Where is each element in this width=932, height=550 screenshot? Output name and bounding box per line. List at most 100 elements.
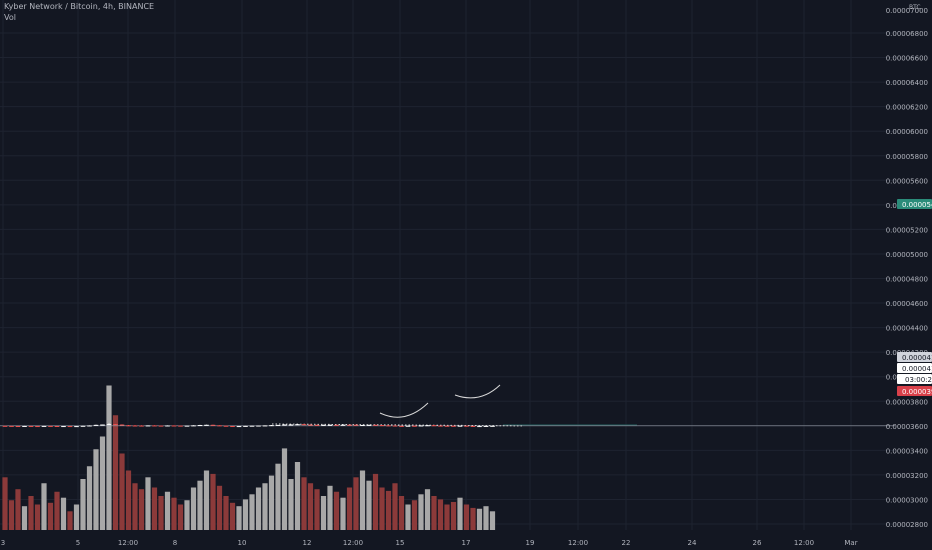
volume-bar — [138, 489, 145, 530]
price-tick-label: 0.00005800 — [886, 153, 928, 161]
price-tick-label: 0.00003400 — [886, 447, 928, 455]
price-tick-label: 0.00003000 — [886, 496, 928, 504]
volume-bar — [203, 470, 210, 530]
volume-bar — [333, 491, 340, 530]
candle-body — [74, 426, 79, 428]
price-tick-label: 0.00005000 — [886, 251, 928, 259]
price-tick-label: 0.00004800 — [886, 276, 928, 284]
volume-bar — [366, 480, 372, 530]
candle-body — [236, 426, 242, 428]
price-axis[interactable]: 0.00006800 0.00006600 0.00006400 0.00006200… — [886, 7, 928, 529]
volume-bar — [294, 462, 301, 530]
candle-body — [132, 425, 138, 427]
countdown-badge — [897, 374, 932, 384]
candle-body — [347, 424, 352, 426]
volume-bar — [262, 483, 268, 530]
volume-bar — [210, 473, 216, 530]
candle-body — [288, 424, 294, 426]
countdown-badge-text: 03:00:24 — [905, 376, 932, 384]
current-price-badge — [897, 363, 932, 373]
candle-body — [67, 426, 73, 428]
candle-body — [145, 425, 151, 427]
candle-body — [171, 425, 177, 427]
time-axis[interactable]: 3 5 12:00 8 10 12 12:00 15 17 19 12:00 22 24 26 12:00 M… — [1, 539, 858, 547]
price-tick-label: 0.00006000 — [886, 128, 928, 136]
candle-body — [230, 426, 235, 428]
volume-bar — [327, 485, 333, 530]
candle-body — [191, 425, 196, 427]
volume-bars — [2, 385, 496, 530]
stop-badge — [897, 386, 932, 396]
volume-bar — [80, 479, 86, 530]
time-tick-label: 3 — [1, 539, 5, 547]
candle-body — [470, 425, 476, 427]
volume-bar — [67, 511, 73, 530]
volume-bar — [301, 477, 307, 530]
candle-body — [275, 424, 281, 426]
volume-bar — [392, 483, 398, 530]
price-tick-label: 0.00002800 — [886, 521, 928, 529]
target-badge — [897, 199, 932, 209]
volume-bar — [268, 475, 275, 530]
candle-body — [269, 425, 274, 427]
volume-bar — [372, 473, 379, 530]
volume-bar — [171, 497, 177, 530]
volume-bar — [405, 504, 411, 530]
volume-bar — [190, 487, 197, 530]
candle-body — [139, 425, 144, 427]
candle-body — [106, 424, 112, 426]
volume-bar — [106, 385, 112, 530]
volume-bar — [249, 494, 255, 530]
volume-bar — [346, 487, 353, 530]
grid — [0, 0, 895, 530]
volume-bar — [112, 415, 119, 530]
candle-body — [126, 425, 131, 427]
volume-bar — [216, 485, 223, 530]
candle-body — [295, 424, 300, 426]
left-shoulder-arc — [379, 402, 429, 418]
volume-bar — [437, 499, 444, 530]
candle-body — [2, 425, 8, 427]
volume-bar — [470, 507, 476, 530]
candle-body — [15, 426, 21, 428]
candle-body — [217, 425, 222, 427]
volume-bar — [158, 496, 164, 530]
volume-bar — [15, 489, 21, 530]
candle-body — [61, 426, 66, 428]
volume-bar — [73, 504, 80, 530]
stop-badge-text: 0.00003958 — [902, 388, 932, 396]
candle-body — [54, 425, 60, 427]
candle-body — [197, 425, 203, 427]
candle-body — [204, 424, 209, 426]
time-tick-label: 12:00 — [794, 539, 814, 547]
candle-body — [158, 425, 164, 427]
volume-bar — [54, 491, 60, 530]
volume-bar — [99, 436, 106, 530]
volume-bar — [41, 483, 47, 530]
candle-body — [373, 424, 378, 426]
volume-bar — [8, 500, 15, 530]
price-tick-label: 0.00006600 — [886, 55, 928, 63]
candle-body — [262, 425, 268, 427]
volume-bar — [483, 506, 489, 530]
candle-body — [301, 424, 307, 426]
volume-bar — [281, 448, 288, 530]
time-tick-label: 12:00 — [118, 539, 138, 547]
volume-bar — [145, 477, 151, 530]
volume-bar — [119, 453, 125, 530]
candle-body — [119, 424, 125, 426]
volume-bar — [320, 496, 327, 530]
volume-bar — [177, 504, 184, 530]
volume-bar — [418, 494, 424, 530]
candle-body — [223, 425, 229, 427]
target-zone[interactable] — [503, 424, 637, 426]
price-tick-label: 0.00003600 — [886, 423, 928, 431]
candle-body — [477, 426, 482, 428]
time-tick-label: 12:00 — [568, 539, 588, 547]
candle-body — [314, 424, 320, 426]
time-tick-label: 12 — [303, 539, 312, 547]
candle-body — [340, 424, 346, 426]
candle-body — [93, 424, 99, 426]
